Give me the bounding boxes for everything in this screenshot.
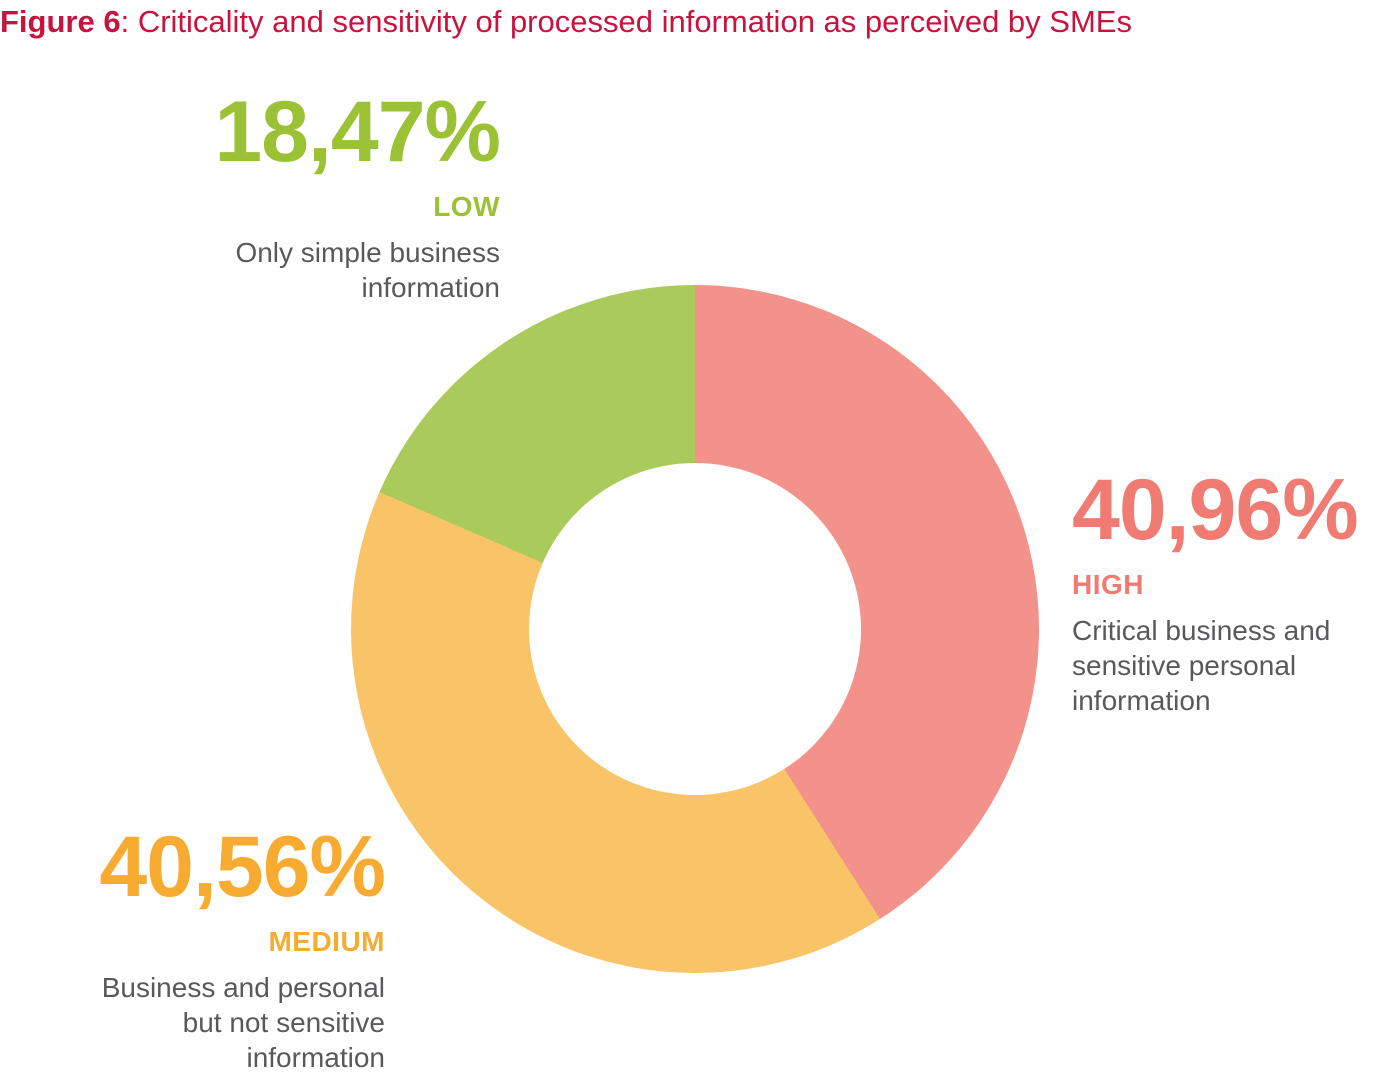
low-category-description: Only simple business information [235, 237, 500, 303]
label-block-medium: 40,56% MEDIUM Business and personal but … [5, 819, 386, 1075]
low-category-label: LOW [433, 191, 500, 222]
high-percentage-value: 40,96% [1072, 462, 1359, 558]
medium-category-label: MEDIUM [268, 926, 385, 957]
label-block-low: 18,47% LOW Only simple business informat… [80, 84, 501, 305]
donut-hole [529, 463, 861, 795]
figure-number-label: Figure 6 [0, 4, 121, 39]
medium-percentage-value: 40,56% [99, 819, 386, 915]
high-category-label: HIGH [1072, 569, 1144, 600]
figure-title: Figure 6: Criticality and sensitivity of… [0, 4, 1390, 40]
low-percentage-value: 18,47% [214, 84, 501, 180]
medium-category-description: Business and personal but not sensitive … [101, 972, 385, 1073]
figure-title-text: : Criticality and sensitivity of process… [120, 4, 1132, 39]
label-block-high: 40,96% HIGH Critical business and sensit… [1072, 467, 1382, 718]
high-category-description: Critical business and sensitive personal… [1072, 615, 1331, 716]
